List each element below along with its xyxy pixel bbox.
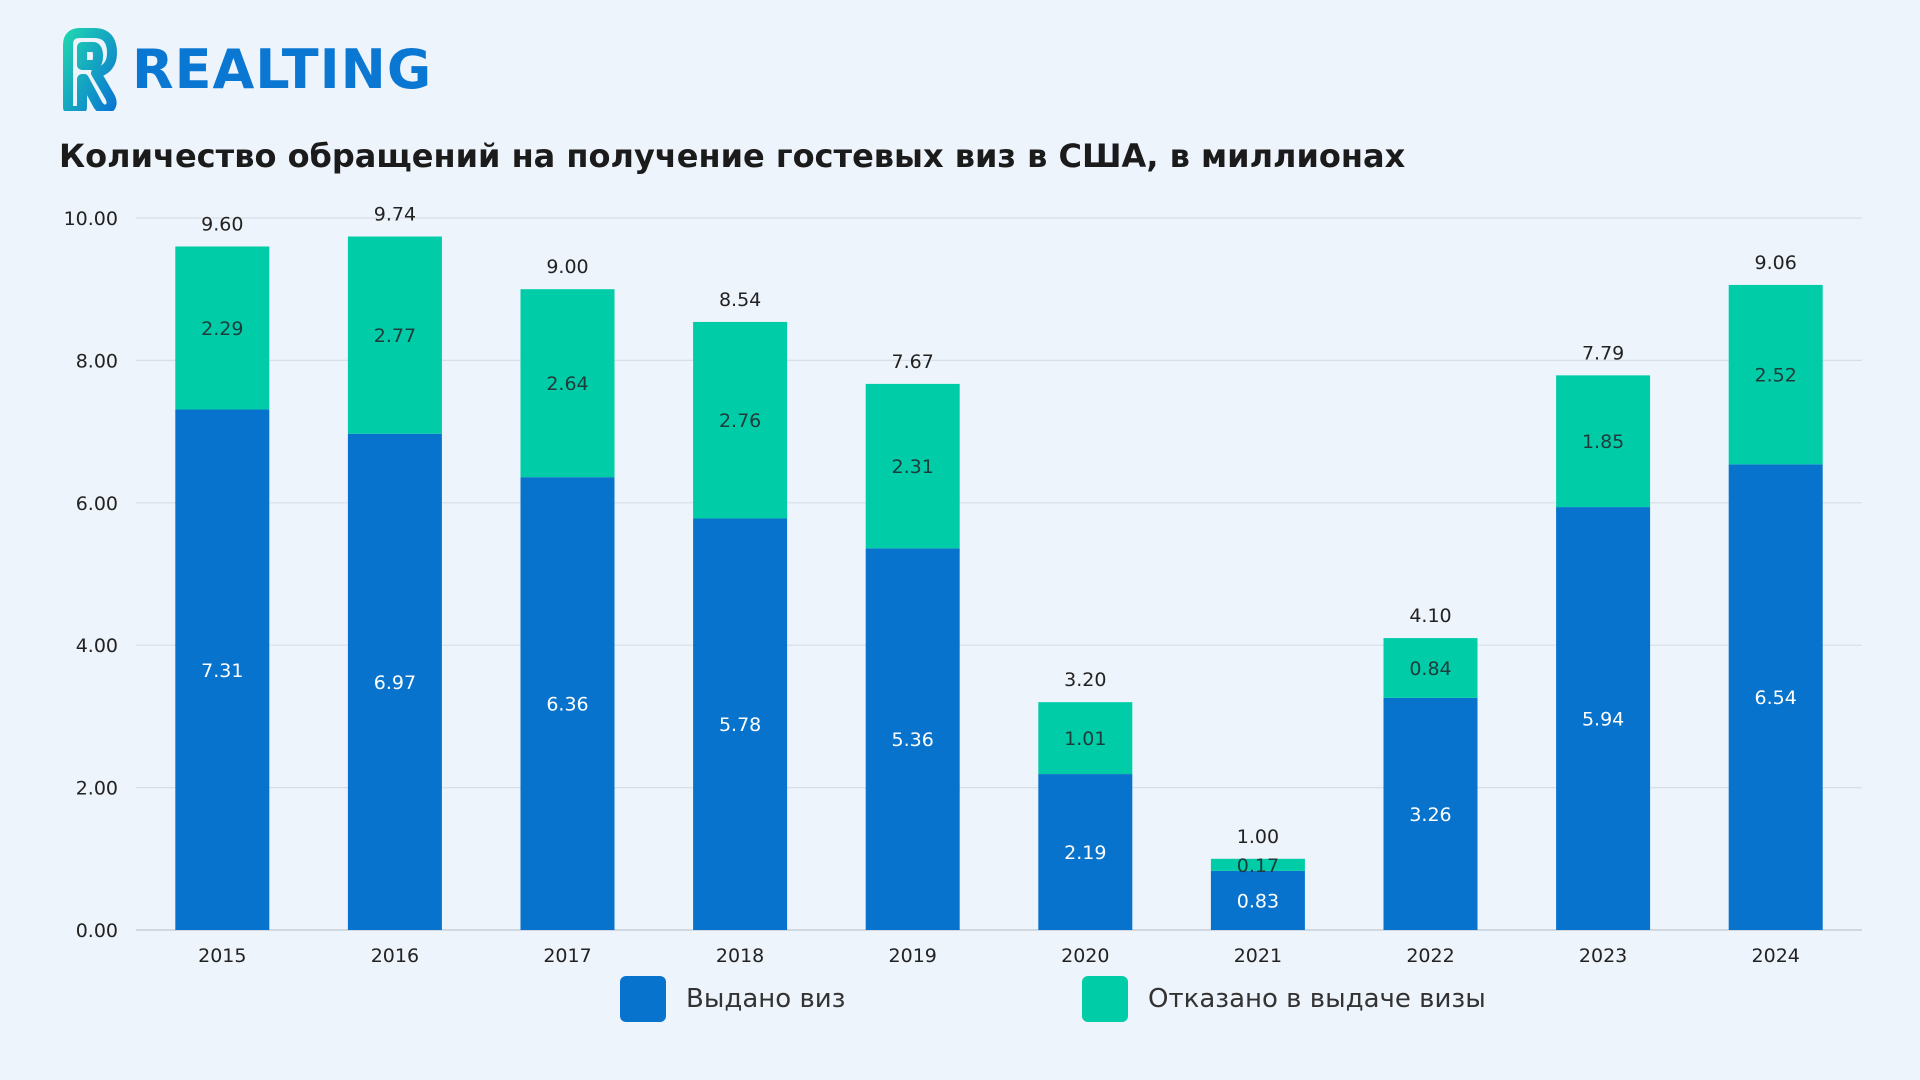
y-tick-label: 4.00 bbox=[76, 635, 118, 657]
bar-refused-2022 bbox=[1383, 638, 1478, 698]
bar-refused-2017 bbox=[520, 289, 615, 478]
data-label-issued: 0.83 bbox=[1237, 890, 1279, 912]
y-tick-label: 6.00 bbox=[76, 493, 118, 515]
data-label-total: 9.60 bbox=[201, 213, 243, 235]
x-tick-label: 2018 bbox=[716, 945, 764, 967]
legend-label-refused: Отказано в выдаче визы bbox=[1148, 984, 1486, 1014]
x-tick-label: 2017 bbox=[543, 945, 591, 967]
data-label-total: 1.00 bbox=[1237, 826, 1279, 848]
y-tick-label: 8.00 bbox=[76, 350, 118, 372]
data-label-issued: 6.97 bbox=[374, 672, 416, 694]
y-tick-label: 10.00 bbox=[64, 208, 118, 230]
data-label-refused: 2.52 bbox=[1755, 365, 1797, 387]
bar-refused-2016 bbox=[347, 236, 442, 434]
data-label-total: 3.20 bbox=[1064, 669, 1106, 691]
data-label-total: 9.74 bbox=[374, 204, 416, 226]
data-label-refused: 2.64 bbox=[546, 373, 588, 395]
bar-refused-2015 bbox=[175, 246, 270, 410]
data-label-issued: 3.26 bbox=[1409, 804, 1451, 826]
y-tick-label: 0.00 bbox=[76, 920, 118, 942]
x-tick-label: 2021 bbox=[1234, 945, 1282, 967]
bar-issued-2021 bbox=[1210, 870, 1305, 930]
bar-issued-2024 bbox=[1728, 464, 1823, 930]
x-tick-label: 2019 bbox=[889, 945, 937, 967]
realting-logo-icon bbox=[63, 28, 117, 111]
bar-refused-2018 bbox=[693, 321, 788, 519]
x-tick-label: 2023 bbox=[1579, 945, 1627, 967]
x-tick-label: 2020 bbox=[1061, 945, 1109, 967]
data-label-refused: 0.84 bbox=[1409, 658, 1451, 680]
data-label-issued: 7.31 bbox=[201, 660, 243, 682]
data-label-total: 7.79 bbox=[1582, 342, 1624, 364]
bar-refused-2020 bbox=[1038, 702, 1133, 775]
data-label-refused: 2.77 bbox=[374, 325, 416, 347]
legend-item-issued[interactable]: Выдано виз bbox=[620, 976, 846, 1022]
data-label-refused: 1.85 bbox=[1582, 431, 1624, 453]
bar-issued-2020 bbox=[1038, 774, 1133, 930]
x-tick-label: 2022 bbox=[1406, 945, 1454, 967]
data-label-issued: 5.78 bbox=[719, 714, 761, 736]
data-label-total: 9.06 bbox=[1755, 252, 1797, 274]
bar-refused-2024 bbox=[1728, 284, 1823, 465]
bar-issued-2022 bbox=[1383, 697, 1478, 930]
bar-refused-2019 bbox=[865, 383, 960, 549]
bar-refused-2021 bbox=[1210, 858, 1305, 871]
x-tick-label: 2015 bbox=[198, 945, 246, 967]
legend-item-refused[interactable]: Отказано в выдаче визы bbox=[1082, 976, 1486, 1022]
data-label-total: 4.10 bbox=[1409, 605, 1451, 627]
data-label-issued: 6.54 bbox=[1755, 687, 1797, 709]
legend-swatch-issued bbox=[620, 976, 666, 1022]
data-label-issued: 5.94 bbox=[1582, 709, 1624, 731]
bar-refused-2023 bbox=[1556, 375, 1651, 508]
data-label-issued: 5.36 bbox=[892, 729, 934, 751]
data-label-refused: 0.17 bbox=[1237, 855, 1279, 877]
bar-issued-2017 bbox=[520, 477, 615, 930]
chart-legend: Выдано виз Отказано в выдаче визы bbox=[0, 976, 1920, 1026]
legend-label-issued: Выдано виз bbox=[686, 984, 846, 1014]
bar-issued-2019 bbox=[865, 548, 960, 930]
x-tick-label: 2016 bbox=[371, 945, 419, 967]
chart-title: Количество обращений на получение гостев… bbox=[59, 137, 1406, 175]
data-label-refused: 2.76 bbox=[719, 410, 761, 432]
data-label-total: 7.67 bbox=[892, 351, 934, 373]
data-label-total: 8.54 bbox=[719, 289, 761, 311]
bar-issued-2015 bbox=[175, 409, 270, 930]
y-tick-label: 2.00 bbox=[76, 778, 118, 800]
x-tick-label: 2024 bbox=[1752, 945, 1800, 967]
data-label-issued: 2.19 bbox=[1064, 842, 1106, 864]
brand-name: REALTING bbox=[132, 38, 433, 101]
bar-issued-2023 bbox=[1556, 507, 1651, 930]
data-label-refused: 1.01 bbox=[1064, 728, 1106, 750]
data-label-refused: 2.31 bbox=[892, 456, 934, 478]
data-label-total: 9.00 bbox=[546, 256, 588, 278]
data-label-refused: 2.29 bbox=[201, 318, 243, 340]
bar-issued-2018 bbox=[693, 518, 788, 930]
realting-logo[interactable]: REALTING bbox=[56, 22, 432, 112]
legend-swatch-refused bbox=[1082, 976, 1128, 1022]
data-label-issued: 6.36 bbox=[546, 694, 588, 716]
bar-issued-2016 bbox=[347, 433, 442, 930]
